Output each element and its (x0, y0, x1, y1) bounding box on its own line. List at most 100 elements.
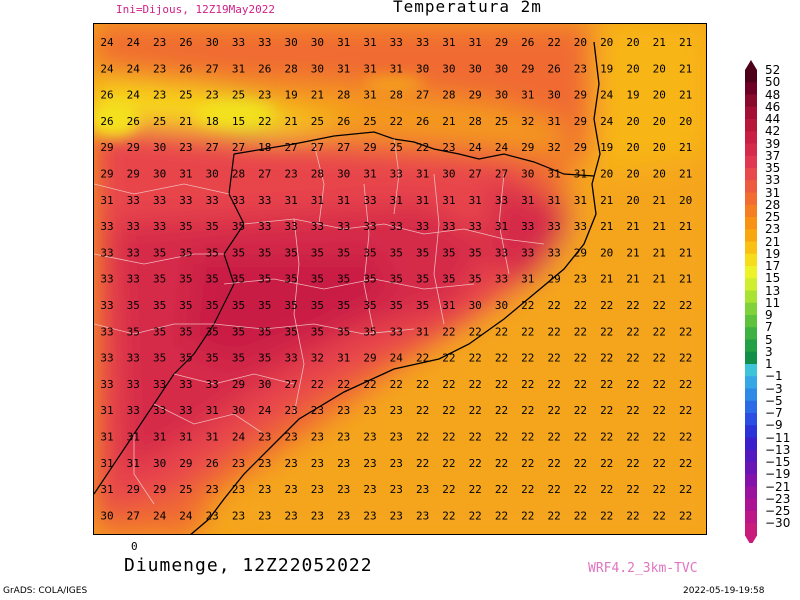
grid-value: 22 (337, 378, 350, 391)
grid-value: 31 (337, 352, 350, 365)
grid-value: 20 (626, 194, 639, 207)
grid-value: 29 (521, 141, 534, 154)
grid-value: 21 (600, 220, 613, 233)
grid-value: 31 (469, 194, 482, 207)
grid-value: 31 (206, 404, 219, 417)
grid-value: 35 (179, 325, 192, 338)
grid-value: 23 (258, 509, 271, 522)
legend-swatch (745, 119, 757, 132)
grid-value: 23 (363, 483, 376, 496)
grid-value: 30 (258, 378, 271, 391)
grid-value: 22 (442, 404, 455, 417)
temperature-map: 24 24 23 26 30 33 33 30 30 31 31 33 33 31 31 29 26 22 20 20… (93, 23, 707, 535)
grid-value: 33 (100, 273, 113, 286)
grid-value: 22 (469, 378, 482, 391)
grid-value: 22 (547, 431, 560, 444)
grid-value: 27 (232, 141, 245, 154)
grid-value: 33 (521, 246, 534, 259)
grid-value: 33 (495, 246, 508, 259)
grid-value: 31 (179, 168, 192, 181)
legend-label: 15 (765, 271, 781, 286)
grid-value: 25 (311, 115, 324, 128)
grid-value: 31 (521, 273, 534, 286)
grid-value: 35 (416, 299, 429, 312)
grid-value: 33 (363, 220, 376, 233)
grid-value: 22 (574, 352, 587, 365)
grid-value: 35 (363, 273, 376, 286)
grid-value: 22 (521, 483, 534, 496)
grid-value: 21 (679, 89, 692, 102)
grid-value: 29 (574, 141, 587, 154)
grid-value: 31 (495, 220, 508, 233)
grid-value: 20 (679, 194, 692, 207)
grid-value: 22 (469, 352, 482, 365)
legend-swatch (745, 278, 757, 291)
grid-value: 33 (100, 378, 113, 391)
grid-value: 35 (284, 299, 297, 312)
grid-value: 29 (495, 36, 508, 49)
grid-value: 33 (100, 325, 113, 338)
grid-value: 31 (547, 194, 560, 207)
grid-value: 33 (100, 299, 113, 312)
grid-value: 32 (311, 352, 324, 365)
grid-value: 23 (258, 431, 271, 444)
grid-value: 35 (206, 273, 219, 286)
grid-value: 31 (232, 62, 245, 75)
grid-value: 35 (337, 325, 350, 338)
grid-value: 30 (495, 299, 508, 312)
grid-value: 26 (206, 457, 219, 470)
grid-value: 24 (127, 62, 141, 75)
grid-value: 22 (416, 431, 429, 444)
grid-value: 26 (179, 62, 192, 75)
grid-value: 29 (521, 62, 534, 75)
grid-value: 23 (153, 89, 166, 102)
grid-value: 30 (416, 62, 429, 75)
grid-value: 35 (337, 273, 350, 286)
legend-arrow-bottom (745, 535, 757, 543)
grid-value: 25 (390, 141, 403, 154)
legend-swatch (745, 180, 757, 193)
grid-value: 23 (390, 483, 403, 496)
grid-value: 31 (363, 36, 376, 49)
grid-value: 20 (653, 62, 666, 75)
grid-value: 24 (390, 352, 404, 365)
grid-value: 31 (206, 431, 219, 444)
grid-value: 22 (679, 378, 692, 391)
grid-value: 30 (469, 62, 482, 75)
grid-value: 30 (442, 168, 455, 181)
grid-value: 22 (574, 457, 587, 470)
grid-value: 22 (547, 509, 560, 522)
grid-value: 32 (521, 115, 534, 128)
grid-value: 35 (363, 325, 376, 338)
grid-value: 22 (653, 431, 666, 444)
grid-value: 26 (179, 36, 192, 49)
grid-value: 35 (284, 246, 297, 259)
grid-value: 22 (626, 378, 639, 391)
grid-value: 23 (416, 483, 429, 496)
grid-value: 28 (284, 62, 297, 75)
grid-value: 23 (337, 457, 350, 470)
grid-value: 23 (363, 457, 376, 470)
grid-value: 31 (442, 299, 455, 312)
grid-value: 35 (337, 246, 350, 259)
grid-value: 33 (206, 194, 219, 207)
legend-swatch (745, 339, 757, 353)
legend-swatch (745, 498, 757, 512)
grid-value: 22 (416, 457, 429, 470)
grid-value: 22 (469, 457, 482, 470)
grid-value: 21 (679, 273, 692, 286)
grid-value: 24 (600, 115, 614, 128)
timestamp-label: 2022-05-19-19:58 (683, 586, 765, 596)
grid-value: 29 (127, 483, 140, 496)
grid-value: 25 (363, 115, 376, 128)
grid-value: 23 (363, 431, 376, 444)
grid-value: 33 (363, 194, 376, 207)
grid-value: 22 (547, 325, 560, 338)
grid-value: 20 (653, 141, 666, 154)
grid-value: 33 (232, 194, 245, 207)
grid-value: 22 (600, 404, 613, 417)
grid-value: 18 (258, 141, 271, 154)
grid-value: 22 (311, 378, 324, 391)
grid-value: 35 (232, 352, 245, 365)
grid-value: 33 (416, 220, 429, 233)
